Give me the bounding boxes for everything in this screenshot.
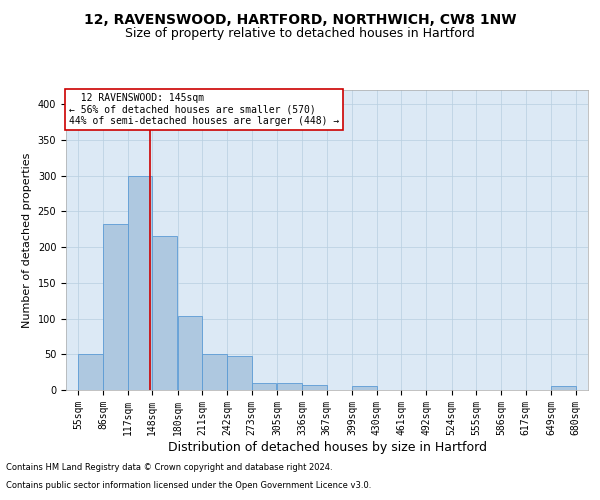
Bar [227,356,252,390]
X-axis label: Distribution of detached houses by size in Hartford: Distribution of detached houses by size … [167,440,487,454]
Bar [178,316,202,390]
Text: Contains HM Land Registry data © Crown copyright and database right 2024.: Contains HM Land Registry data © Crown c… [6,464,332,472]
Bar [551,386,575,390]
Bar [103,224,128,390]
Text: 12, RAVENSWOOD, HARTFORD, NORTHWICH, CW8 1NW: 12, RAVENSWOOD, HARTFORD, NORTHWICH, CW8… [84,12,516,26]
Bar [128,176,152,390]
Bar [202,354,227,390]
Text: 12 RAVENSWOOD: 145sqm
← 56% of detached houses are smaller (570)
44% of semi-det: 12 RAVENSWOOD: 145sqm ← 56% of detached … [68,93,339,126]
Bar [152,236,177,390]
Bar [277,383,302,390]
Text: Contains public sector information licensed under the Open Government Licence v3: Contains public sector information licen… [6,481,371,490]
Bar [79,354,103,390]
Text: Size of property relative to detached houses in Hartford: Size of property relative to detached ho… [125,28,475,40]
Bar [252,383,277,390]
Bar [302,385,326,390]
Y-axis label: Number of detached properties: Number of detached properties [22,152,32,328]
Bar [352,386,377,390]
